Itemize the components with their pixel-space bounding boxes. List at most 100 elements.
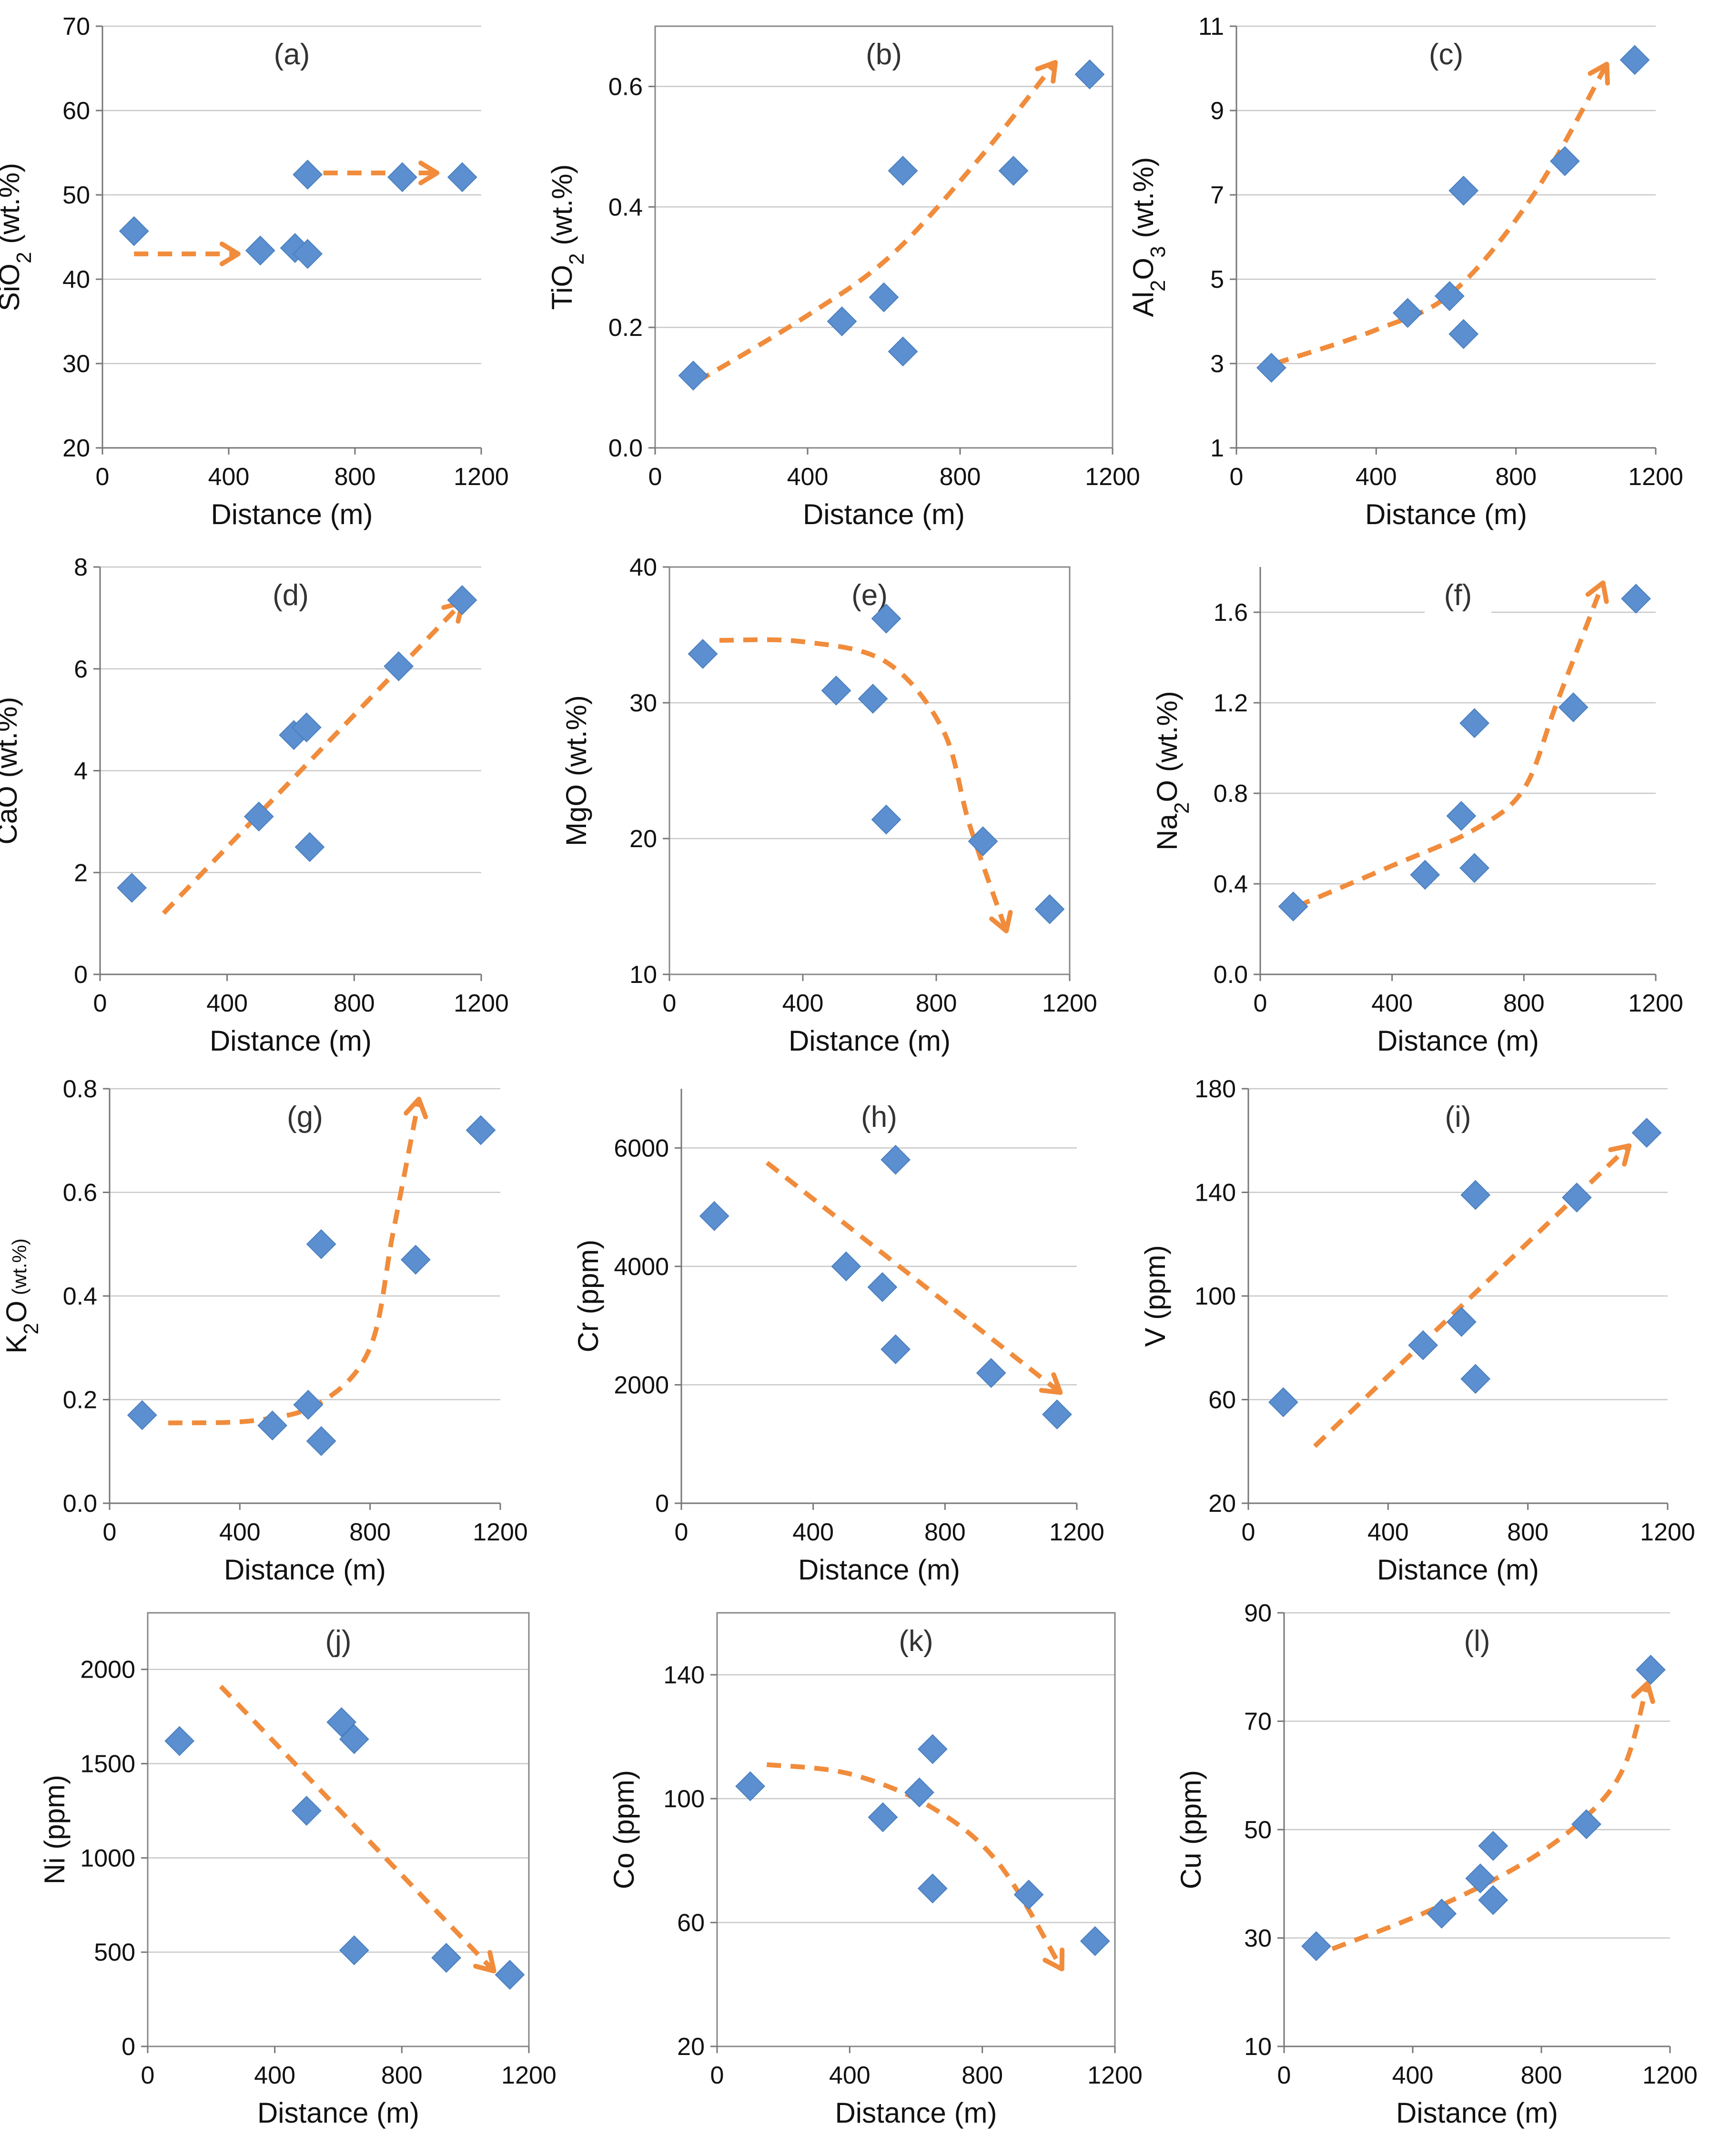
y-tick-label: 20 — [677, 2033, 705, 2061]
y-axis-title: Cr (ppm) — [572, 1240, 604, 1353]
data-point — [735, 1771, 765, 1802]
x-tick-label: 0 — [663, 990, 677, 1017]
y-tick-label: 20 — [62, 435, 90, 462]
data-point — [1459, 853, 1489, 883]
x-axis-title: Distance (m) — [1396, 2097, 1558, 2129]
y-tick-label: 10 — [629, 961, 657, 989]
data-point — [1408, 1330, 1438, 1360]
y-tick-label: 10 — [1244, 2033, 1272, 2061]
data-point — [1460, 1364, 1491, 1394]
data-point — [888, 336, 918, 367]
y-tick-label: 0.6 — [63, 1179, 97, 1207]
y-tick-label: 3 — [1210, 350, 1224, 378]
y-tick-label: 0.4 — [63, 1283, 97, 1310]
panel-label: (k) — [899, 1625, 933, 1658]
y-tick-label: 60 — [677, 1909, 705, 1937]
x-tick-label: 800 — [940, 463, 981, 491]
x-tick-label: 0 — [103, 1518, 117, 1546]
data-point — [917, 1734, 948, 1764]
x-tick-label: 1200 — [501, 2062, 557, 2089]
trend-arrowhead — [989, 910, 1013, 933]
y-tick-label: 50 — [1244, 1816, 1272, 1844]
data-point — [306, 1229, 336, 1259]
data-point — [1571, 1809, 1601, 1840]
y-tick-label: 30 — [629, 689, 657, 717]
data-point — [1448, 175, 1479, 206]
panel-label-bg — [1425, 577, 1491, 614]
chart-panel-6: 0.0 0.2 0.4 0.6 0.8 0 400 800 1200 Distance (m) K2… — [0, 1075, 528, 1586]
data-point — [968, 826, 998, 857]
data-point — [1478, 1885, 1508, 1915]
data-point — [688, 638, 718, 669]
panel-label-bg — [846, 1099, 912, 1135]
y-axis-title: Ni (ppm) — [39, 1775, 71, 1884]
data-point — [888, 156, 918, 186]
panel-label-bg — [1413, 37, 1479, 73]
x-tick-label: 400 — [829, 2062, 871, 2089]
data-point — [294, 832, 325, 862]
y-tick-label: 2 — [74, 859, 88, 887]
panel-label: (f) — [1444, 579, 1472, 612]
y-tick-label: 6000 — [614, 1134, 669, 1162]
trend-arrowhead — [1039, 1372, 1063, 1395]
y-tick-label: 0 — [121, 2033, 135, 2061]
y-tick-label: 0.4 — [1214, 870, 1248, 898]
data-point — [904, 1777, 934, 1808]
x-tick-label: 800 — [349, 1518, 391, 1546]
x-tick-label: 800 — [1503, 990, 1545, 1017]
data-point — [293, 1389, 324, 1420]
data-point — [1301, 1931, 1331, 1961]
x-axis-title: Distance (m) — [803, 498, 965, 530]
x-tick-label: 800 — [962, 2062, 1003, 2089]
data-point — [291, 712, 322, 743]
data-point — [871, 603, 901, 634]
plot-frame — [668, 566, 1071, 975]
trend-arrowhead — [1585, 580, 1609, 604]
data-point — [1561, 1182, 1592, 1213]
x-tick-label: 400 — [208, 463, 250, 491]
panel-label-bg — [836, 577, 903, 614]
data-point — [339, 1935, 369, 1965]
y-axis-title: CaO (wt.%) — [0, 697, 23, 844]
trend-line — [1331, 1682, 1650, 1951]
y-tick-label: 0.2 — [608, 314, 643, 342]
trend-arrowhead — [1608, 1143, 1632, 1167]
data-point — [291, 1796, 322, 1826]
data-point — [1446, 801, 1477, 831]
y-tick-label: 5 — [1210, 266, 1224, 294]
y-tick-label: 11 — [1198, 13, 1224, 40]
panel-label-bg — [257, 577, 324, 614]
x-tick-label: 400 — [206, 990, 248, 1017]
y-tick-label: 40 — [62, 266, 90, 294]
trend-arrowhead — [404, 1096, 428, 1120]
data-point — [1620, 45, 1650, 75]
x-tick-label: 800 — [334, 990, 375, 1017]
chart-panel-1: 0.0 0.2 0.4 0.6 0 400 800 1200 Distance (m) TiO2 … — [546, 25, 1140, 530]
y-tick-label: 90 — [1244, 1599, 1272, 1627]
trend-arrowhead — [1035, 60, 1058, 84]
chart-panel-2: 1 3 5 7 9 11 0 400 800 1200 Distance (m) Al2O3 (wt.… — [1127, 13, 1683, 530]
y-axis-title: MgO (wt.%) — [560, 695, 592, 846]
y-tick-label: 20 — [1208, 1490, 1236, 1518]
data-point — [466, 1115, 496, 1145]
x-axis-title: Distance (m) — [210, 1025, 372, 1057]
y-tick-label: 500 — [94, 1939, 135, 1966]
panel-label-bg — [1425, 1099, 1491, 1135]
data-point — [1042, 1399, 1072, 1429]
data-point — [1080, 1926, 1110, 1956]
x-tick-label: 1200 — [1628, 463, 1683, 491]
y-tick-label: 70 — [1244, 1708, 1272, 1736]
y-tick-label: 100 — [663, 1785, 705, 1813]
x-tick-label: 400 — [1356, 463, 1397, 491]
y-tick-label: 140 — [1194, 1179, 1236, 1207]
plot-frame — [654, 25, 1114, 449]
x-axis-title: Distance (m) — [798, 1554, 960, 1586]
data-point — [858, 684, 888, 714]
x-tick-label: 0 — [96, 463, 110, 491]
x-tick-label: 1200 — [1042, 990, 1097, 1017]
x-tick-label: 1200 — [454, 463, 509, 491]
y-tick-label: 30 — [62, 350, 90, 378]
x-tick-label: 0 — [1277, 2062, 1291, 2089]
